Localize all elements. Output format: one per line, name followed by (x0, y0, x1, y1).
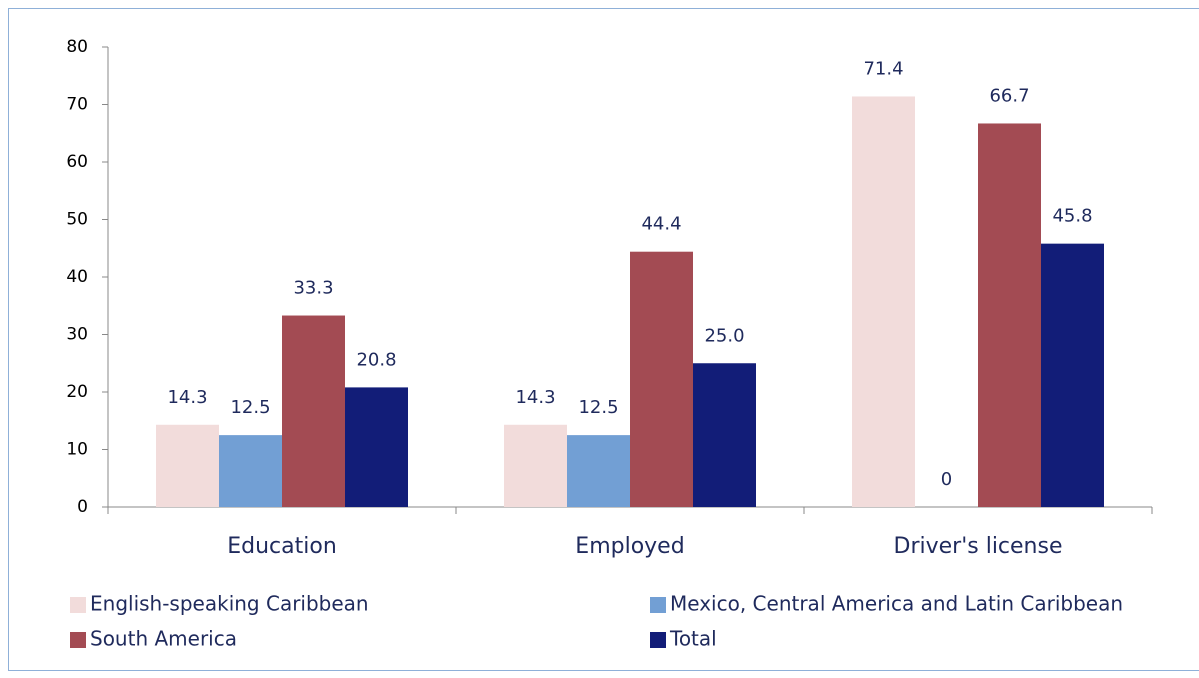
y-tick-label: 30 (66, 325, 88, 345)
data-label: 12.5 (230, 397, 270, 418)
y-tick-label: 50 (66, 210, 88, 230)
bar (567, 435, 630, 507)
x-tick-label: Employed (575, 534, 684, 559)
bar (345, 387, 408, 507)
y-tick-label: 40 (66, 267, 88, 287)
data-label: 14.3 (167, 387, 207, 408)
data-label: 12.5 (578, 397, 618, 418)
data-label: 0 (941, 469, 952, 490)
legend-label: Total (669, 627, 717, 651)
x-tick-label: Driver's license (894, 534, 1063, 559)
bar (693, 363, 756, 507)
data-label: 14.3 (515, 387, 555, 408)
y-tick-label: 10 (66, 440, 88, 460)
y-tick-label: 80 (66, 37, 88, 57)
data-label: 44.4 (641, 214, 681, 235)
y-tick-label: 0 (77, 497, 88, 517)
legend-label: South America (90, 627, 237, 651)
legend-swatch (70, 597, 86, 613)
legend-swatch (650, 632, 666, 648)
bar (282, 315, 345, 507)
bar (630, 251, 693, 507)
legend-swatch (650, 597, 666, 613)
data-label: 71.4 (863, 58, 903, 79)
data-label: 20.8 (356, 349, 396, 370)
bar (1041, 243, 1104, 507)
bar (219, 435, 282, 507)
data-label: 66.7 (989, 85, 1029, 106)
legend-swatch (70, 632, 86, 648)
bar (978, 123, 1041, 507)
y-tick-label: 60 (66, 152, 88, 172)
data-label: 45.8 (1052, 206, 1092, 227)
bar (852, 96, 915, 507)
data-label: 25.0 (704, 325, 744, 346)
legend-label: English-speaking Caribbean (90, 592, 369, 616)
x-tick-label: Education (227, 534, 337, 559)
bar (156, 424, 219, 507)
y-tick-label: 70 (66, 95, 88, 115)
data-label: 33.3 (293, 278, 333, 299)
bar (504, 424, 567, 507)
legend-label: Mexico, Central America and Latin Caribb… (670, 592, 1123, 616)
y-tick-label: 20 (66, 382, 88, 402)
